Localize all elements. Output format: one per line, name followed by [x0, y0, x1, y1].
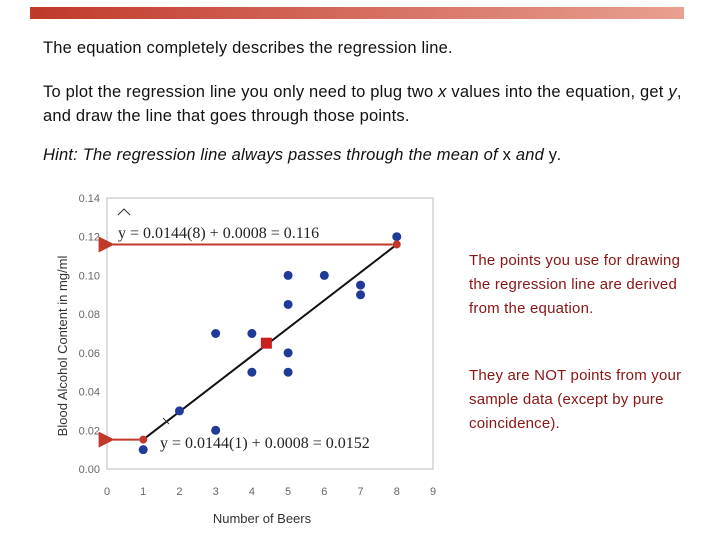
y-tick-label: 0.00: [79, 464, 100, 476]
equation-x8: y = 0.0144(8) + 0.0008 = 0.116: [118, 225, 319, 242]
x-axis-ticks: 0 1 2 3 4 5 6 7 8 9: [104, 486, 436, 498]
y-tick-label: 0.04: [79, 387, 100, 399]
caret-top-icon: [117, 208, 131, 216]
data-point: [283, 348, 293, 358]
x-tick-label: 2: [176, 486, 182, 498]
data-point: [356, 290, 366, 300]
hint-text: Hint: The regression line always passes …: [43, 146, 503, 164]
x-tick-label: 5: [285, 486, 291, 498]
instruction-y-var: y: [668, 83, 677, 101]
instruction-text-c: , and draw the line that goes through th…: [43, 83, 682, 125]
x-tick-label: 9: [430, 486, 436, 498]
data-point: [211, 329, 221, 338]
data-point: [138, 445, 148, 455]
data-point: [247, 329, 257, 338]
y-tick-label: 0.08: [79, 309, 100, 321]
hint-end: .: [557, 146, 562, 164]
x-tick-label: 6: [321, 486, 327, 498]
data-point: [392, 232, 402, 242]
data-point: [283, 367, 293, 377]
x-tick-label: 1: [140, 486, 146, 498]
x-tick-label: 4: [249, 486, 255, 498]
data-point: [356, 280, 366, 290]
equation-x1: y = 0.0144(1) + 0.0008 = 0.0152: [160, 435, 370, 452]
instruction-x-var: x: [438, 83, 447, 101]
instruction-text-a: To plot the regression line you only nee…: [43, 83, 439, 101]
data-point: [247, 367, 257, 377]
y-axis-title: Blood Alcohol Content in mg/ml: [55, 256, 70, 437]
hint-and: and: [511, 146, 549, 164]
data-point: [283, 270, 293, 280]
y-tick-label: 0.14: [79, 193, 100, 205]
hint-line: Hint: The regression line always passes …: [43, 143, 562, 167]
computed-point-1: [139, 435, 148, 444]
y-axis-ticks: 0.00 0.02 0.04 0.06 0.08 0.10 0.12 0.14: [79, 193, 100, 476]
y-tick-label: 0.02: [79, 425, 100, 437]
top-decorative-bar: [30, 7, 684, 19]
instruction-paragraph: To plot the regression line you only nee…: [43, 80, 683, 128]
plot-area-frame: [106, 197, 434, 470]
side-note-derived: The points you use for drawing the regre…: [469, 252, 681, 317]
computed-point-8: [392, 240, 401, 249]
x-tick-label: 3: [213, 486, 219, 498]
y-tick-label: 0.12: [79, 232, 100, 244]
data-point: [211, 425, 221, 435]
data-point: [174, 406, 184, 416]
x-tick-label: 0: [104, 486, 110, 498]
data-point: [283, 299, 293, 309]
caret-bottom-icon: [162, 417, 170, 425]
x-axis-title: Number of Beers: [213, 511, 312, 526]
sample-points: [138, 232, 402, 455]
y-tick-label: 0.06: [79, 348, 100, 360]
x-tick-label: 7: [357, 486, 363, 498]
hint-y-var: y: [548, 146, 558, 164]
y-tick-label: 0.10: [79, 270, 100, 282]
instruction-text-b: values into the equation, get: [446, 83, 669, 101]
data-point: [319, 270, 329, 280]
hint-x-var: x: [502, 146, 512, 164]
side-note-not-sample: They are NOT points from your sample dat…: [469, 367, 682, 432]
x-tick-label: 8: [394, 486, 400, 498]
mean-point-marker: [260, 337, 272, 349]
statement-line: The equation completely describes the re…: [43, 39, 453, 57]
